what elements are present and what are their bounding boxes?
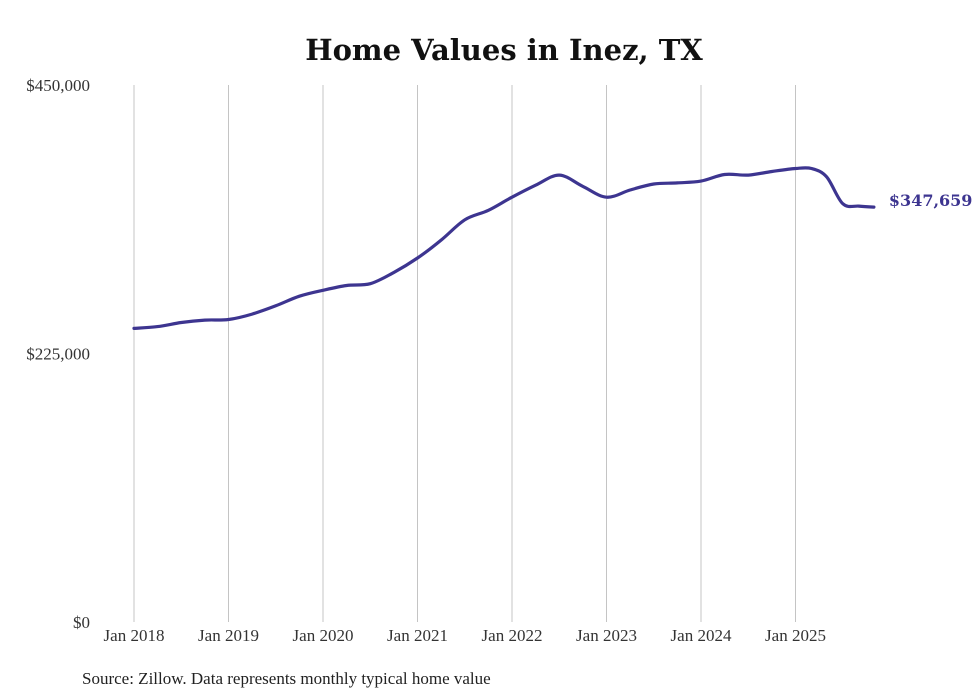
y-tick-label: $450,000 [26, 76, 90, 95]
x-tick-label: Jan 2021 [387, 626, 448, 645]
grid-lines [133, 85, 796, 622]
y-tick-label: $0 [73, 613, 90, 632]
chart-title: Home Values in Inez, TX [305, 33, 703, 67]
source-note: Source: Zillow. Data represents monthly … [82, 669, 491, 688]
x-axis-ticks: Jan 2018 Jan 2019 Jan 2020 Jan 2021 Jan 2022… [104, 626, 826, 645]
series-line-home-value [132, 166, 876, 330]
x-tick-label: Jan 2024 [671, 626, 732, 645]
x-tick-label: Jan 2020 [293, 626, 354, 645]
x-tick-label: Jan 2019 [198, 626, 259, 645]
x-tick-label: Jan 2025 [765, 626, 826, 645]
y-axis-ticks: $0 $225,000 $450,000 [26, 76, 90, 632]
x-tick-label: Jan 2018 [104, 626, 165, 645]
y-tick-label: $225,000 [26, 345, 90, 364]
end-value-label: $347,659 [889, 191, 973, 210]
x-tick-label: Jan 2022 [482, 626, 543, 645]
x-tick-label: Jan 2023 [576, 626, 637, 645]
